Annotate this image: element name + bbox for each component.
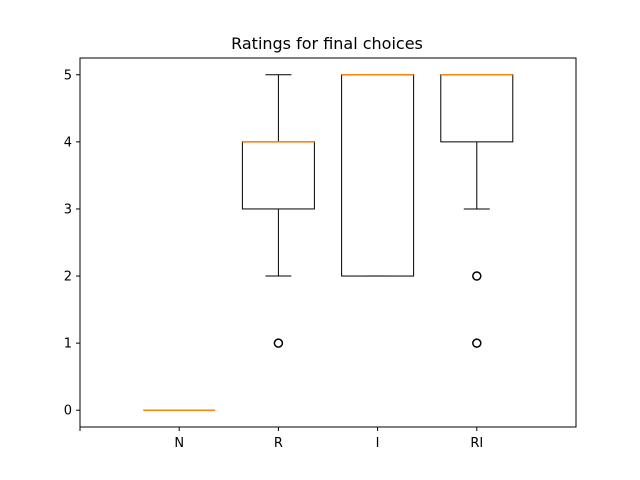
axes-frame — [79, 57, 577, 428]
x-tick-label: N — [174, 436, 184, 451]
y-tick-label: 4 — [64, 135, 72, 150]
y-tick-label: 0 — [64, 404, 72, 419]
chart-title: Ratings for final choices — [231, 34, 423, 53]
box-group-i — [341, 74, 415, 277]
x-tick-label: R — [274, 436, 283, 451]
box-group-ri — [440, 74, 514, 348]
x-axis: N R I RI — [79, 427, 483, 451]
y-tick-label: 1 — [64, 337, 72, 352]
box-body — [341, 74, 415, 277]
outlier-point — [273, 338, 284, 348]
outlier-point — [472, 271, 482, 281]
box-body — [241, 141, 315, 210]
x-tick-label: I — [376, 436, 380, 451]
plot-area — [79, 57, 577, 428]
outlier-point — [472, 338, 482, 348]
y-tick-label: 5 — [64, 68, 72, 83]
y-tick-label: 3 — [64, 202, 72, 217]
x-tick-label: RI — [470, 436, 483, 451]
box-body — [440, 74, 514, 143]
box-group-r — [241, 74, 315, 348]
y-axis: 0 1 2 3 4 5 — [64, 68, 80, 419]
y-tick-label: 2 — [64, 270, 72, 285]
